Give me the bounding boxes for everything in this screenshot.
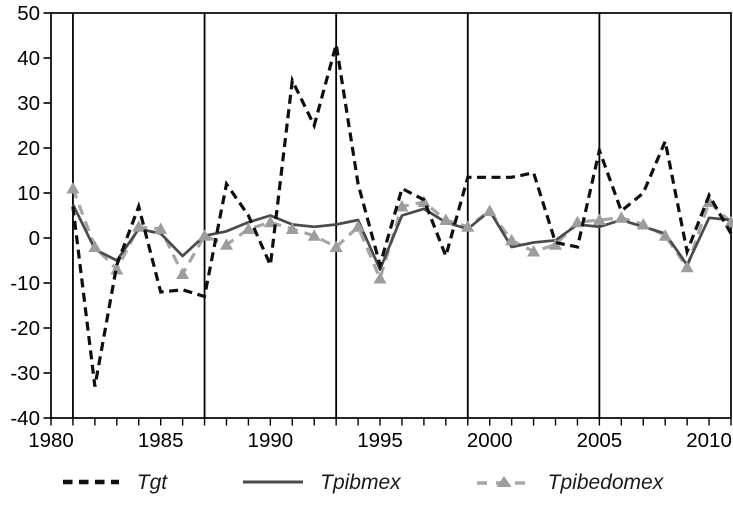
legend: Tgt Tpibmex Tpibedomex bbox=[0, 459, 733, 505]
x-axis-tick-label: 2005 bbox=[577, 429, 623, 452]
series-marker-tpibedomex bbox=[527, 245, 541, 257]
series-marker-tpibedomex bbox=[614, 211, 628, 223]
series-marker-tpibedomex bbox=[395, 200, 409, 212]
y-axis-tick-label: 20 bbox=[17, 137, 40, 160]
legend-label-tpibedomex: Tpibedomex bbox=[547, 470, 664, 494]
series-marker-tpibedomex bbox=[329, 240, 343, 252]
series-marker-tpibedomex bbox=[110, 263, 124, 275]
series-marker-tpibedomex bbox=[307, 229, 321, 241]
series-marker-tpibedomex bbox=[702, 195, 716, 207]
y-axis-tick-label: 10 bbox=[17, 182, 40, 205]
x-axis-tick-label: 1985 bbox=[138, 429, 184, 452]
x-axis-tick-label: 1990 bbox=[248, 429, 294, 452]
series-marker-tpibedomex bbox=[176, 267, 190, 279]
x-axis-tick-label: 1995 bbox=[357, 429, 403, 452]
series-line-tpibmex bbox=[71, 203, 732, 271]
x-axis-tick-label: 2000 bbox=[467, 429, 513, 452]
legend-label-tpibmex: Tpibmex bbox=[320, 470, 401, 494]
y-axis-tick-label: 30 bbox=[17, 92, 40, 115]
series-marker-tpibedomex bbox=[88, 240, 102, 252]
series-marker-tpibedomex bbox=[417, 195, 431, 207]
series-marker-tpibedomex bbox=[154, 222, 168, 234]
series-marker-tpibedomex bbox=[263, 215, 277, 228]
tgt-line-swatch bbox=[62, 479, 119, 485]
series-marker-tpibedomex bbox=[198, 229, 212, 241]
legend-item-tpibmex: Tpibmex bbox=[241, 472, 401, 493]
series-marker-tpibedomex bbox=[570, 215, 584, 228]
x-axis-tick-label: 1980 bbox=[28, 429, 74, 452]
series-marker-tpibedomex bbox=[549, 238, 563, 250]
y-axis-tick-label: 50 bbox=[17, 2, 40, 25]
series-marker-tpibedomex bbox=[724, 215, 733, 228]
legend-item-tgt: Tgt bbox=[60, 472, 167, 493]
y-axis-tick-label: -40 bbox=[10, 407, 40, 430]
plot-frame bbox=[50, 12, 732, 419]
series-marker-tpibedomex bbox=[592, 213, 606, 225]
tpibmex-line-swatch bbox=[243, 480, 304, 484]
legend-label-tgt: Tgt bbox=[136, 470, 168, 494]
series-marker-tpibedomex bbox=[680, 260, 694, 273]
y-axis-tick-label: 40 bbox=[17, 47, 40, 70]
y-axis-tick-label: -10 bbox=[10, 272, 40, 295]
series-marker-tpibedomex bbox=[636, 218, 650, 230]
series-marker-tpibedomex bbox=[285, 222, 299, 234]
y-axis-tick-label: -20 bbox=[10, 317, 40, 340]
y-axis-tick-label: 0 bbox=[29, 227, 40, 250]
series-marker-tpibedomex bbox=[241, 222, 255, 234]
series-marker-tpibedomex bbox=[505, 233, 519, 246]
series-marker-tpibedomex bbox=[66, 182, 80, 194]
series-marker-tpibedomex bbox=[483, 204, 497, 216]
series-marker-tpibedomex bbox=[219, 238, 233, 250]
legend-item-tpibedomex: Tpibedomex bbox=[475, 470, 664, 494]
triangle-marker-icon bbox=[496, 476, 512, 487]
tpibedomex-line-swatch bbox=[476, 476, 531, 487]
series-marker-tpibedomex bbox=[351, 220, 365, 232]
series-marker-tpibedomex bbox=[373, 272, 387, 284]
series-marker-tpibedomex bbox=[132, 220, 146, 232]
series-marker-tpibedomex bbox=[461, 220, 475, 232]
series-marker-tpibedomex bbox=[658, 229, 672, 241]
x-axis-tick-label: 2010 bbox=[686, 429, 732, 452]
y-axis-tick-label: -30 bbox=[10, 362, 40, 385]
series-marker-tpibedomex bbox=[439, 213, 453, 225]
